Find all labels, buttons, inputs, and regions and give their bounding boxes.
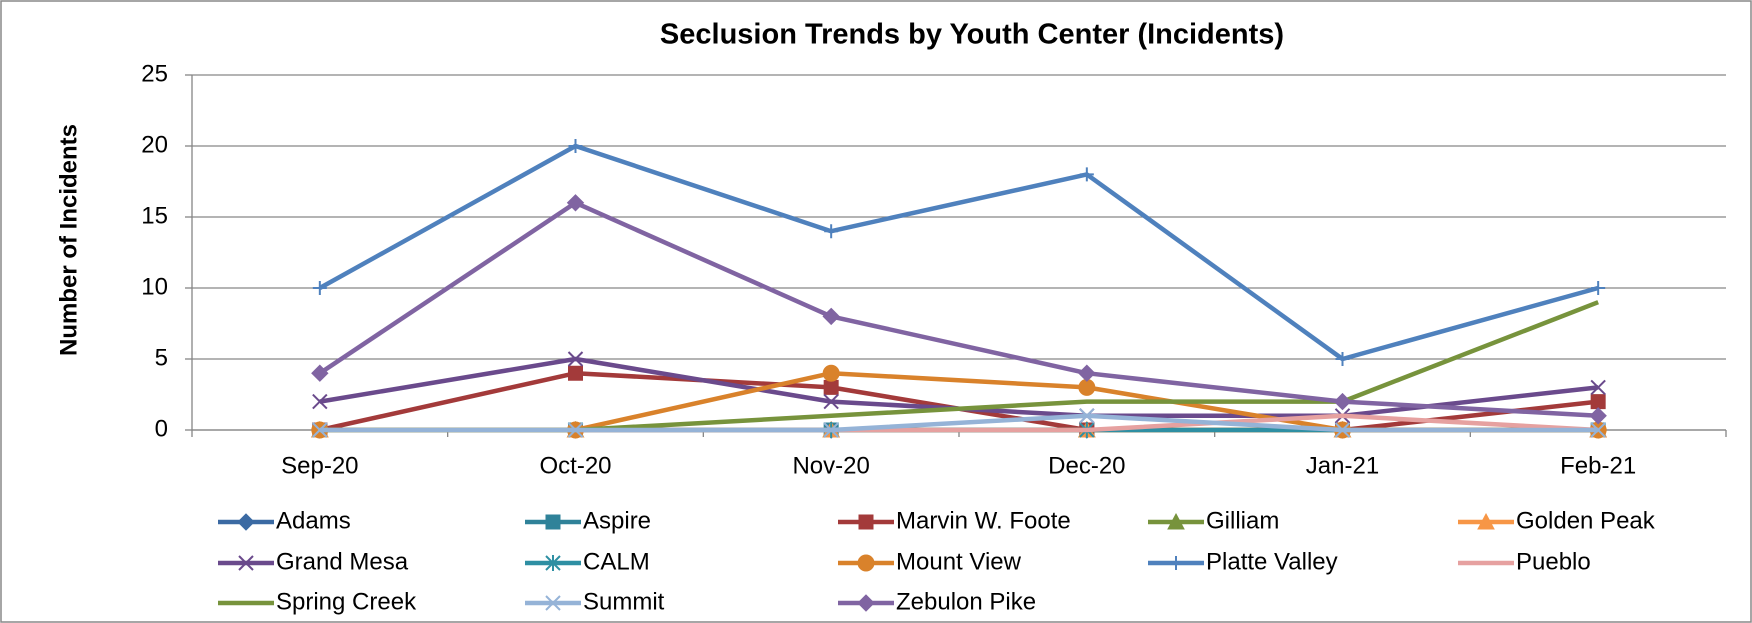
x-tick-label: Nov-20 [792, 452, 869, 479]
marker [1590, 394, 1606, 410]
marker [545, 595, 561, 611]
y-tick-label: 25 [141, 60, 168, 87]
marker [566, 194, 585, 212]
marker [823, 379, 839, 395]
marker [1078, 364, 1096, 382]
marker [1477, 512, 1495, 530]
y-tick-label: 15 [141, 202, 168, 229]
x-tick-label: Oct-20 [539, 452, 611, 479]
x-tick-label: Jan-21 [1306, 452, 1379, 479]
marker [822, 364, 840, 382]
marker [823, 393, 839, 410]
legend-label: Adams [276, 507, 351, 534]
marker [237, 513, 255, 531]
marker [568, 365, 583, 381]
x-tick-label: Feb-21 [1560, 452, 1636, 479]
y-axis-label: Number of Incidents [55, 124, 82, 356]
legend-label: Marvin W. Foote [896, 507, 1071, 534]
marker [857, 554, 875, 572]
marker [545, 555, 561, 571]
marker [1590, 379, 1606, 396]
legend-label: Spring Creek [276, 588, 417, 615]
legend-label: Aspire [583, 507, 651, 534]
marker [312, 422, 328, 438]
marker [312, 281, 327, 295]
x-tick-label: Dec-20 [1048, 452, 1125, 479]
marker [311, 364, 329, 382]
series-line [318, 143, 1599, 362]
marker [857, 594, 875, 612]
x-tick-label: Sep-20 [281, 452, 358, 479]
marker [1079, 167, 1094, 182]
marker [568, 139, 583, 153]
marker [1334, 422, 1351, 438]
marker [824, 224, 839, 239]
y-tick-label: 10 [141, 273, 168, 300]
series-line [318, 200, 1599, 419]
marker [238, 555, 254, 571]
legend-label: Pueblo [1516, 548, 1591, 575]
y-tick-label: 20 [141, 131, 168, 158]
legend-label: Platte Valley [1206, 548, 1338, 575]
marker [1335, 352, 1350, 366]
marker [858, 514, 874, 530]
marker [1079, 408, 1095, 424]
legend-label: Zebulon Pike [896, 588, 1036, 615]
marker [567, 351, 584, 367]
marker [1591, 281, 1606, 295]
legend-label: CALM [583, 548, 650, 575]
legend-label: Grand Mesa [276, 548, 409, 575]
chart-title: Seclusion Trends by Youth Center (Incide… [660, 19, 1284, 51]
series-line [319, 413, 1599, 433]
marker [1169, 556, 1183, 570]
marker [823, 422, 839, 438]
marker [822, 307, 840, 326]
marker [1589, 407, 1607, 425]
legend-label: Golden Peak [1516, 507, 1656, 534]
y-tick-label: 0 [155, 415, 168, 442]
marker [545, 514, 561, 530]
legend-label: Summit [583, 588, 665, 615]
legend-label: Mount View [896, 548, 1022, 575]
legend-label: Gilliam [1206, 507, 1279, 534]
y-tick-label: 5 [155, 344, 168, 371]
marker [1590, 422, 1606, 438]
marker [312, 393, 328, 410]
marker [1167, 512, 1185, 530]
marker [567, 422, 584, 438]
marker [1333, 392, 1352, 411]
marker [1078, 378, 1096, 396]
